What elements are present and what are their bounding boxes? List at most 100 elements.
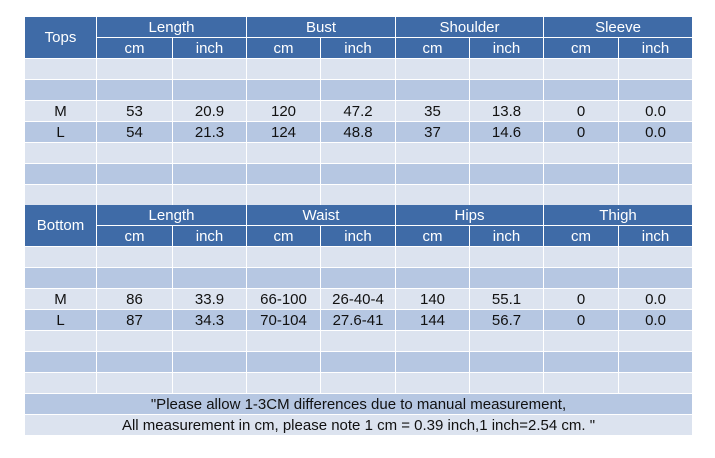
empty-cell: [619, 268, 692, 288]
empty-cell: [247, 185, 320, 205]
data-cell: 140: [396, 289, 469, 309]
empty-cell: [619, 80, 692, 100]
unit-header: inch: [619, 226, 692, 246]
group-header: Shoulder: [396, 17, 543, 37]
data-cell: 144: [396, 310, 469, 330]
unit-header: inch: [470, 226, 543, 246]
data-cell: 21.3: [173, 122, 246, 142]
section-label: Tops: [25, 17, 96, 58]
data-cell: 53: [97, 101, 172, 121]
size-label: L: [25, 310, 96, 330]
data-cell: 0: [544, 289, 618, 309]
unit-header: cm: [247, 226, 320, 246]
unit-header: cm: [544, 226, 618, 246]
empty-cell: [396, 143, 469, 163]
empty-cell: [97, 331, 172, 351]
empty-cell: [173, 247, 246, 267]
data-cell: 0.0: [619, 122, 692, 142]
data-cell: 70-104: [247, 310, 320, 330]
empty-cell: [247, 352, 320, 372]
group-header: Bust: [247, 17, 395, 37]
group-header: Waist: [247, 205, 395, 225]
empty-cell: [97, 80, 172, 100]
unit-header: cm: [247, 38, 320, 58]
note-line: "Please allow 1-3CM differences due to m…: [25, 394, 692, 414]
data-cell: 54: [97, 122, 172, 142]
data-cell: 55.1: [470, 289, 543, 309]
empty-cell: [321, 59, 395, 79]
empty-cell: [173, 352, 246, 372]
empty-cell: [25, 80, 96, 100]
data-cell: 48.8: [321, 122, 395, 142]
unit-header: inch: [173, 226, 246, 246]
empty-cell: [470, 59, 543, 79]
empty-cell: [173, 373, 246, 393]
empty-cell: [321, 164, 395, 184]
data-cell: 0.0: [619, 101, 692, 121]
data-cell: 56.7: [470, 310, 543, 330]
empty-cell: [247, 164, 320, 184]
empty-cell: [396, 373, 469, 393]
empty-cell: [25, 268, 96, 288]
empty-cell: [25, 185, 96, 205]
data-cell: 0: [544, 122, 618, 142]
empty-cell: [25, 331, 96, 351]
empty-cell: [470, 331, 543, 351]
empty-cell: [619, 59, 692, 79]
unit-header: inch: [619, 38, 692, 58]
empty-cell: [321, 143, 395, 163]
data-cell: 87: [97, 310, 172, 330]
data-cell: 86: [97, 289, 172, 309]
empty-cell: [321, 80, 395, 100]
empty-cell: [396, 59, 469, 79]
data-cell: 26-40-4: [321, 289, 395, 309]
empty-cell: [321, 247, 395, 267]
empty-cell: [25, 373, 96, 393]
section-label: Bottom: [25, 205, 96, 246]
unit-header: cm: [97, 38, 172, 58]
empty-cell: [396, 164, 469, 184]
unit-header: cm: [396, 38, 469, 58]
empty-cell: [619, 352, 692, 372]
empty-cell: [97, 352, 172, 372]
data-cell: 0.0: [619, 289, 692, 309]
unit-header: inch: [173, 38, 246, 58]
empty-cell: [173, 268, 246, 288]
empty-cell: [619, 143, 692, 163]
empty-cell: [544, 185, 618, 205]
data-cell: 0.0: [619, 310, 692, 330]
unit-header: cm: [544, 38, 618, 58]
empty-cell: [321, 331, 395, 351]
empty-cell: [25, 164, 96, 184]
empty-cell: [470, 143, 543, 163]
empty-cell: [25, 59, 96, 79]
empty-cell: [470, 268, 543, 288]
empty-cell: [97, 268, 172, 288]
empty-cell: [470, 373, 543, 393]
empty-cell: [619, 164, 692, 184]
unit-header: cm: [396, 226, 469, 246]
empty-cell: [544, 80, 618, 100]
empty-cell: [544, 59, 618, 79]
data-cell: 0: [544, 310, 618, 330]
empty-cell: [396, 331, 469, 351]
data-cell: 37: [396, 122, 469, 142]
empty-cell: [470, 80, 543, 100]
empty-cell: [619, 331, 692, 351]
empty-cell: [396, 352, 469, 372]
empty-cell: [97, 185, 172, 205]
empty-cell: [470, 247, 543, 267]
empty-cell: [247, 373, 320, 393]
empty-cell: [97, 59, 172, 79]
size-label: M: [25, 289, 96, 309]
empty-cell: [544, 373, 618, 393]
group-header: Length: [97, 17, 246, 37]
empty-cell: [173, 59, 246, 79]
empty-cell: [247, 143, 320, 163]
empty-cell: [97, 164, 172, 184]
empty-cell: [470, 185, 543, 205]
size-label: L: [25, 122, 96, 142]
unit-header: inch: [470, 38, 543, 58]
group-header: Hips: [396, 205, 543, 225]
